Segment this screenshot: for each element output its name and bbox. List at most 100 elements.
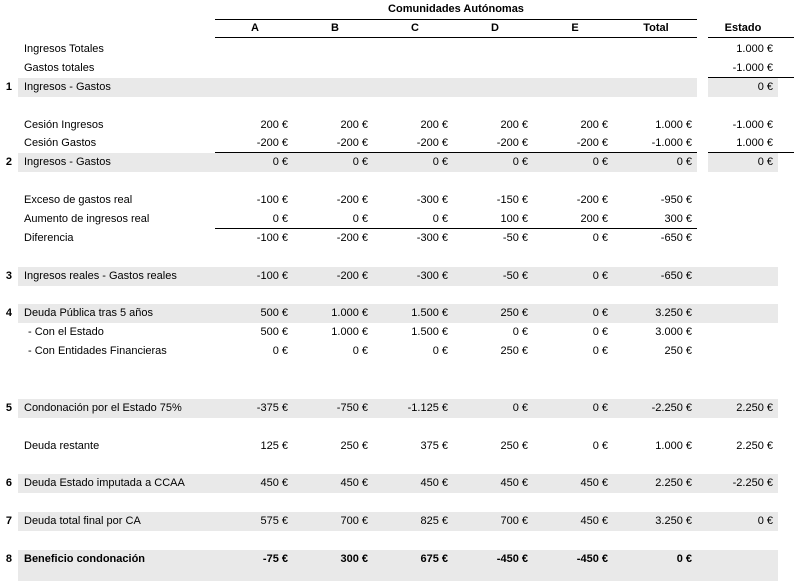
cell-c[interactable]: -300 € (375, 266, 455, 286)
cell-c[interactable]: -200 € (375, 134, 455, 154)
cell-a[interactable]: 500 € (215, 304, 295, 324)
row-label[interactable]: Deuda Estado imputada a CCAA (18, 474, 215, 494)
row-label[interactable]: Ingresos Totales (24, 43, 104, 55)
cell-e[interactable] (535, 493, 615, 512)
cell-c[interactable] (375, 456, 455, 475)
cell-a[interactable]: 575 € (215, 512, 295, 532)
cell-b[interactable]: -750 € (295, 398, 375, 418)
cell-total[interactable]: 0 € (615, 550, 697, 569)
cell-b[interactable]: 300 € (295, 550, 375, 569)
cell-a[interactable]: -100 € (215, 266, 295, 286)
cell-d[interactable]: 700 € (455, 512, 535, 532)
cell-d[interactable]: 0 € (455, 153, 535, 173)
cell-a[interactable]: -200 € (215, 134, 295, 154)
cell-a[interactable] (215, 248, 295, 267)
cell-b[interactable]: -200 € (295, 266, 375, 286)
row-label[interactable]: Diferencia (24, 231, 74, 244)
cell-e[interactable]: 450 € (535, 474, 615, 494)
cell-a[interactable]: 500 € (260, 326, 288, 339)
cell-e[interactable] (535, 456, 615, 475)
row-label[interactable]: - Con el Estado (28, 326, 104, 339)
cell-c[interactable]: -300 € (416, 231, 448, 244)
cell-c[interactable]: 375 € (420, 439, 448, 452)
cell-c[interactable] (375, 380, 455, 399)
cell-estado[interactable] (708, 493, 778, 512)
cell-estado[interactable] (708, 266, 778, 286)
row-label[interactable]: Deuda restante (24, 439, 100, 452)
row-label[interactable]: Ingresos reales - Gastos reales (18, 266, 215, 286)
cell-total[interactable] (615, 531, 697, 550)
cell-d[interactable]: 0 € (512, 326, 528, 339)
cell-e[interactable] (535, 40, 615, 59)
cell-b[interactable] (295, 493, 375, 512)
cell-d[interactable]: -200 € (455, 134, 535, 154)
cell-e[interactable]: 0 € (535, 304, 615, 324)
cell-estado[interactable] (708, 342, 778, 361)
cell-d[interactable] (455, 286, 535, 305)
cell-total[interactable]: -650 € (660, 231, 692, 244)
cell-d[interactable] (455, 361, 535, 380)
cell-estado[interactable] (708, 304, 778, 324)
cell-e[interactable]: -450 € (535, 550, 615, 569)
cell-a[interactable] (215, 286, 295, 305)
column-header-e[interactable]: E (535, 20, 615, 38)
cell-d[interactable]: 100 € (455, 210, 535, 229)
cell-c[interactable]: -1.125 € (375, 398, 455, 418)
row-number[interactable]: 5 (5, 401, 12, 414)
cell-b[interactable] (295, 248, 375, 267)
cell-d[interactable]: -150 € (496, 194, 528, 207)
cell-c[interactable]: 450 € (375, 474, 455, 494)
cell-estado[interactable]: -1.000 € (732, 118, 773, 131)
cell-e[interactable]: 0 € (592, 231, 608, 244)
cell-estado[interactable] (708, 361, 778, 380)
cell-e[interactable]: 0 € (592, 326, 608, 339)
row-label[interactable]: Ingresos - Gastos (18, 77, 215, 97)
cell-c[interactable]: 0 € (375, 153, 455, 173)
cell-b[interactable] (295, 361, 375, 380)
column-header-c[interactable]: C (375, 20, 455, 38)
row-label[interactable]: Condonación por el Estado 75% (18, 398, 215, 418)
cell-total[interactable]: 2.250 € (615, 474, 697, 494)
cell-b[interactable]: 0 € (352, 345, 368, 358)
cell-total[interactable]: 3.000 € (655, 326, 692, 339)
cell-c[interactable] (375, 77, 455, 97)
cell-e[interactable] (535, 361, 615, 380)
cell-b[interactable]: 0 € (295, 210, 375, 229)
cell-e[interactable] (535, 286, 615, 305)
cell-d[interactable] (455, 531, 535, 550)
cell-b[interactable]: -200 € (295, 134, 375, 154)
cell-total[interactable]: 1.000 € (655, 439, 692, 452)
cell-e[interactable] (535, 380, 615, 399)
column-header-estado[interactable]: Estado (708, 20, 778, 38)
cell-b[interactable]: 0 € (295, 153, 375, 173)
cell-d[interactable]: -50 € (455, 266, 535, 286)
cell-estado[interactable]: -1.000 € (708, 59, 778, 78)
cell-a[interactable] (215, 456, 295, 475)
row-number[interactable]: 7 (5, 515, 12, 528)
cell-total[interactable] (615, 172, 697, 191)
cell-d[interactable] (455, 493, 535, 512)
cell-estado[interactable] (708, 172, 778, 191)
cell-total[interactable] (615, 493, 697, 512)
cell-e[interactable] (535, 568, 615, 581)
cell-estado[interactable] (708, 418, 778, 437)
cell-e[interactable]: 0 € (592, 439, 608, 452)
cell-estado[interactable] (708, 550, 778, 569)
cell-e[interactable]: 0 € (535, 398, 615, 418)
cell-e[interactable]: -200 € (576, 194, 608, 207)
cell-b[interactable] (295, 59, 375, 78)
cell-d[interactable]: 250 € (500, 345, 528, 358)
cell-estado[interactable] (708, 191, 778, 210)
cell-c[interactable] (375, 172, 455, 191)
cell-a[interactable] (215, 493, 295, 512)
cell-a[interactable]: 0 € (215, 210, 295, 229)
row-number[interactable]: 2 (5, 156, 12, 169)
cell-b[interactable] (295, 380, 375, 399)
cell-c[interactable] (375, 531, 455, 550)
cell-d[interactable] (455, 172, 535, 191)
cell-d[interactable] (455, 77, 535, 97)
cell-total[interactable] (615, 361, 697, 380)
cell-total[interactable] (615, 77, 697, 97)
row-number[interactable]: 6 (5, 477, 12, 490)
cell-e[interactable] (535, 418, 615, 437)
